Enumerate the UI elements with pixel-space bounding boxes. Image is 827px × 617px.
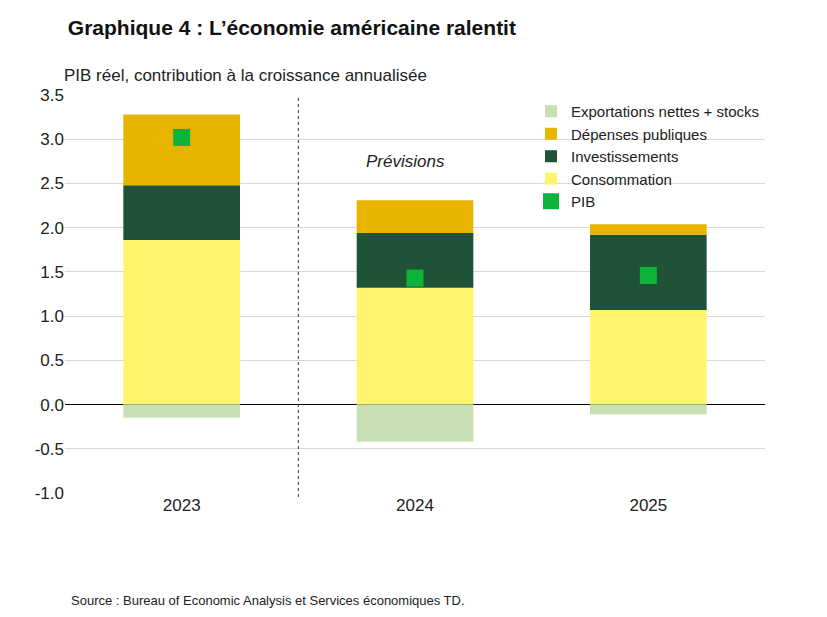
svg-text:2024: 2024 — [396, 496, 434, 515]
svg-text:Consommation: Consommation — [571, 171, 672, 188]
svg-text:2.0: 2.0 — [40, 219, 64, 238]
svg-text:-0.5: -0.5 — [35, 440, 64, 459]
svg-text:Graphique 4 : L’économie améri: Graphique 4 : L’économie américaine rale… — [68, 16, 516, 39]
svg-text:0.5: 0.5 — [40, 351, 64, 370]
svg-text:Dépenses publiques: Dépenses publiques — [571, 126, 707, 143]
svg-text:Source : Bureau of Economic An: Source : Bureau of Economic Analysis et … — [71, 593, 465, 608]
svg-text:Exportations nettes + stocks: Exportations nettes + stocks — [571, 103, 759, 120]
svg-text:Investissements: Investissements — [571, 148, 679, 165]
svg-text:1.5: 1.5 — [40, 263, 64, 282]
svg-text:2023: 2023 — [163, 496, 201, 515]
svg-text:0.0: 0.0 — [40, 396, 64, 415]
svg-text:Prévisions: Prévisions — [366, 152, 445, 171]
svg-text:1.0: 1.0 — [40, 307, 64, 326]
svg-text:2025: 2025 — [629, 496, 667, 515]
svg-text:3.5: 3.5 — [40, 86, 64, 105]
svg-text:-1.0: -1.0 — [35, 484, 64, 503]
svg-text:2.5: 2.5 — [40, 174, 64, 193]
svg-text:3.0: 3.0 — [40, 130, 64, 149]
svg-text:PIB réel, contribution à la cr: PIB réel, contribution à la croissance a… — [64, 66, 427, 85]
svg-text:PIB: PIB — [571, 193, 595, 210]
